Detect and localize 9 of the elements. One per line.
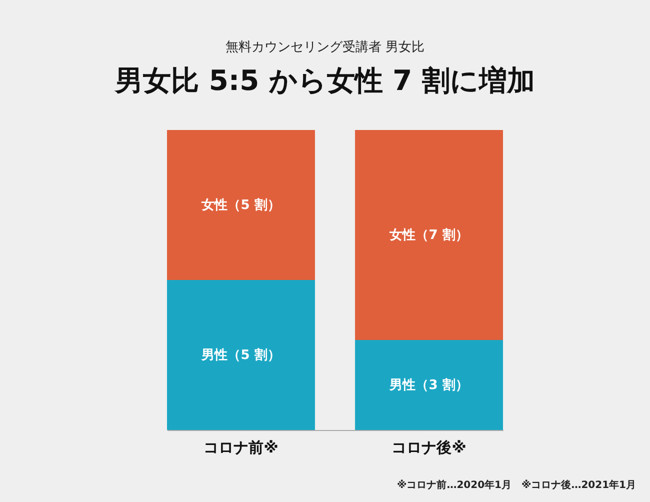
chart-subtitle: 無料カウンセリング受講者 男女比 [224,39,426,56]
text: ※コロナ前…2020年1月 ※コロナ後…2021年1月 [396,478,636,492]
data-label: 女性（5 割） [200,197,280,213]
chart-title: 男女比 5:5 から女性 7 割に増加 [114,63,536,99]
data-label: 男性（3 割） [388,377,468,393]
data-label: 男性（5 割） [200,347,280,363]
data-label: 女性（7 割） [388,227,468,243]
x-tick-label: コロナ後※ [392,438,466,456]
x-tick-label: コロナ前※ [204,438,278,456]
